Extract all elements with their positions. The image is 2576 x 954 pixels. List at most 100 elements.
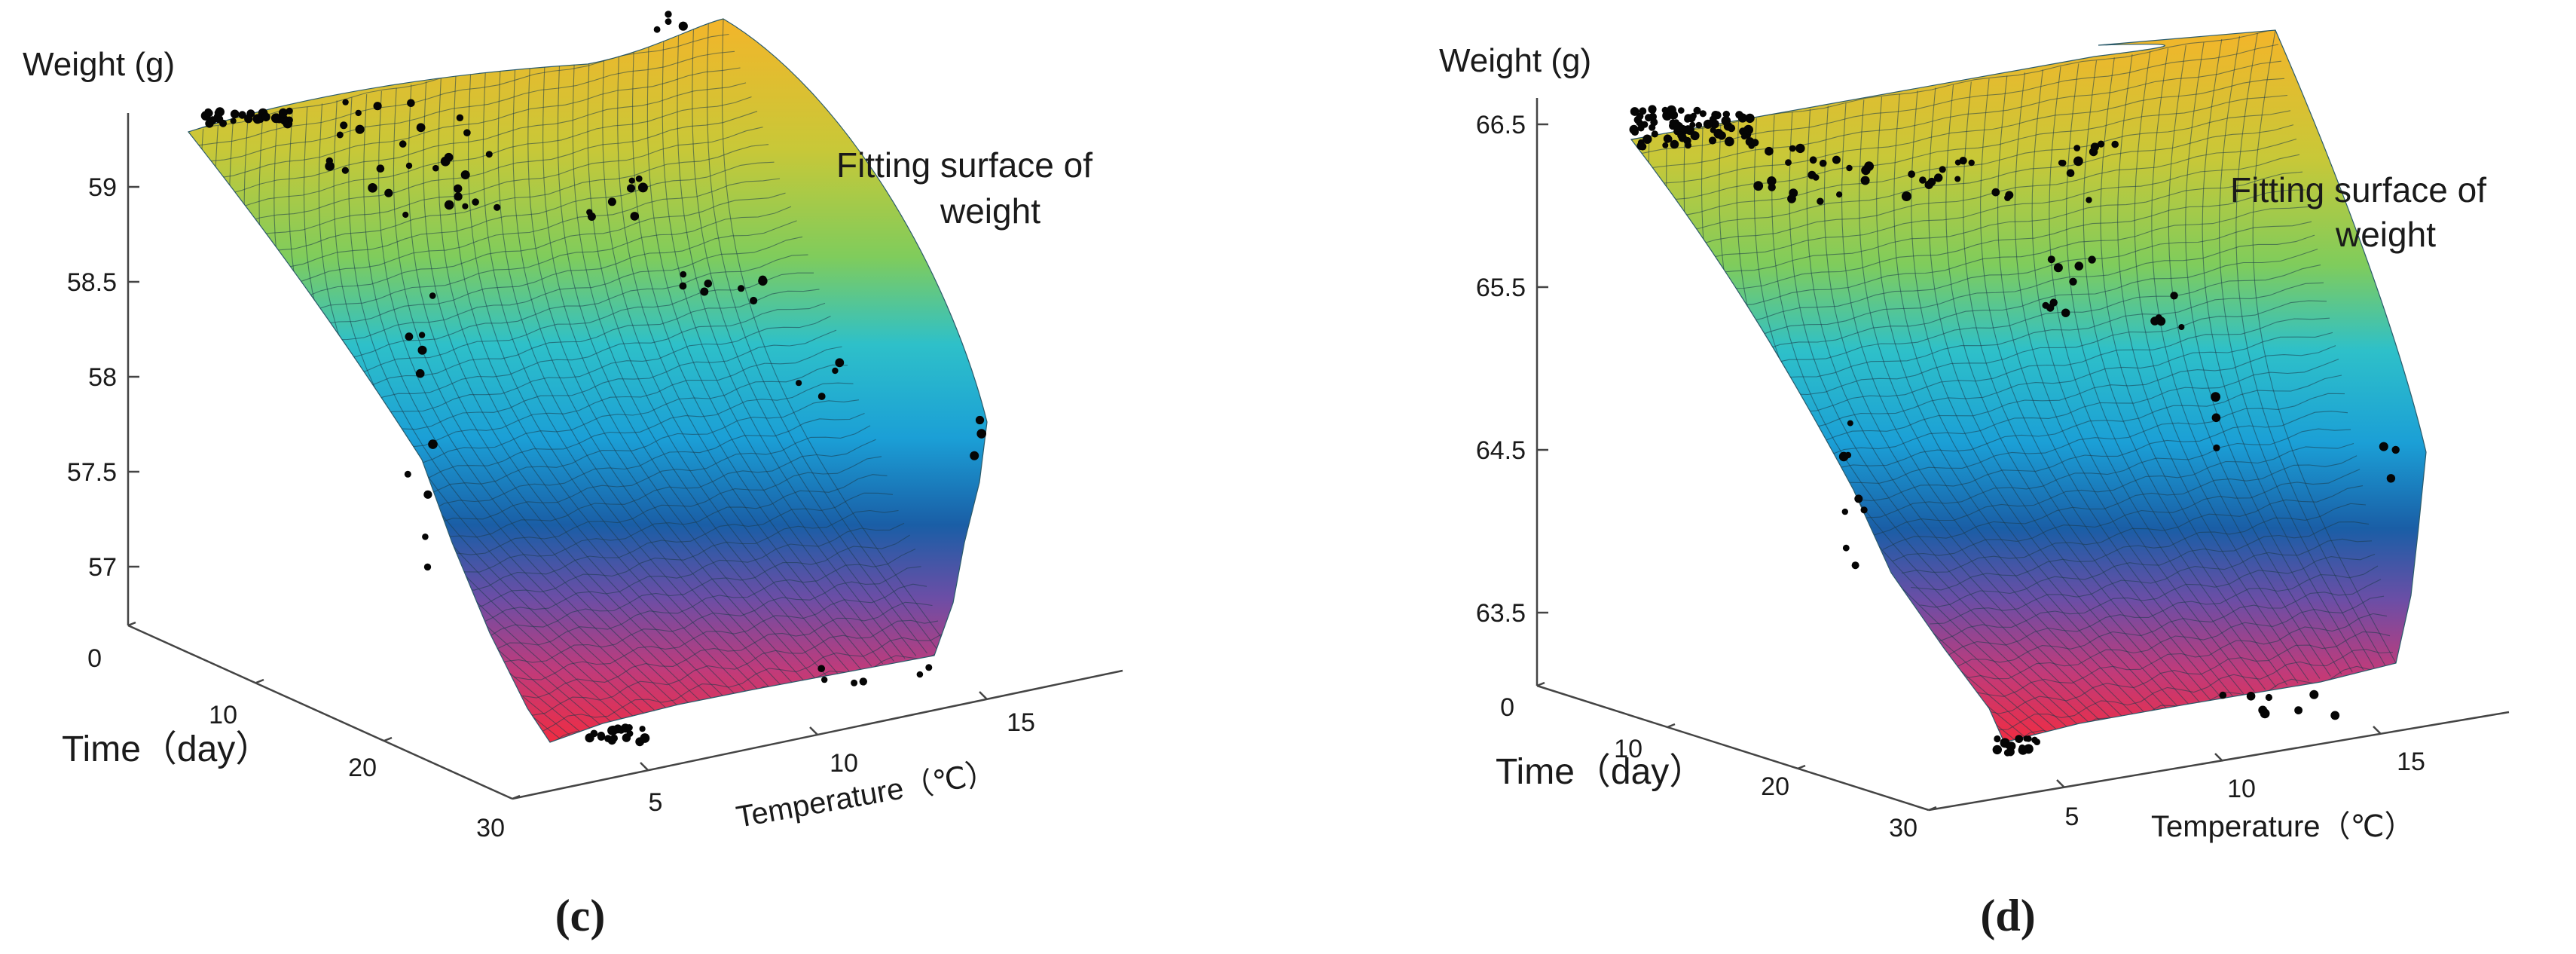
- y-tick-mark: [255, 678, 264, 684]
- data-point: [1860, 506, 1868, 514]
- y-tick-mark: [512, 794, 521, 800]
- data-point: [2053, 263, 2063, 273]
- mesh-row: [1901, 485, 2364, 574]
- y-tick-label: 20: [348, 754, 377, 782]
- mesh-col: [1876, 96, 2157, 712]
- data-point: [678, 21, 688, 31]
- data-point: [617, 726, 625, 734]
- y-tick-label: 0: [1500, 693, 1514, 722]
- data-point: [1836, 191, 1843, 198]
- data-point: [2211, 413, 2221, 423]
- y-tick-label: 0: [87, 644, 102, 673]
- mesh-row: [1854, 411, 2348, 502]
- data-point: [368, 183, 377, 193]
- data-point: [1678, 107, 1685, 114]
- annotation-line2: weight: [940, 191, 1040, 231]
- data-point: [423, 490, 432, 499]
- data-point: [1630, 107, 1639, 116]
- data-point: [456, 114, 464, 121]
- data-point: [625, 724, 633, 732]
- z-tick-label: 64.5: [1476, 436, 1526, 465]
- panel-label-d: (d): [1980, 891, 2035, 940]
- mesh-col: [587, 47, 850, 672]
- mesh-row: [1659, 78, 2285, 184]
- data-point: [440, 156, 451, 167]
- mesh-row: [432, 439, 876, 544]
- mesh-row: [1771, 264, 2321, 364]
- z-ticks-c: [128, 185, 139, 568]
- y-tick-label: 30: [476, 814, 505, 842]
- data-point: [916, 671, 924, 678]
- data-point: [2213, 444, 2220, 452]
- y-tick-label: 10: [209, 701, 237, 729]
- data-point: [1753, 181, 1764, 191]
- data-point: [2069, 277, 2077, 286]
- data-point: [1721, 116, 1731, 126]
- mesh-col: [1789, 112, 2103, 723]
- data-point: [1745, 113, 1755, 124]
- mesh-row: [296, 206, 792, 318]
- mesh-row: [1789, 300, 2327, 396]
- data-point: [1661, 106, 1669, 114]
- mesh-col: [1963, 81, 2211, 701]
- data-point: [1991, 188, 2000, 197]
- x-tick-mark: [979, 691, 988, 700]
- z-tick-label: 66.5: [1476, 111, 1526, 139]
- data-point: [1844, 451, 1852, 459]
- data-point: [444, 200, 454, 210]
- data-point: [230, 118, 237, 124]
- data-point: [1703, 119, 1713, 129]
- data-point: [1994, 735, 2001, 743]
- x-ticks-c: [640, 691, 988, 771]
- mesh-row: [1845, 393, 2345, 484]
- mesh-col: [1771, 115, 2092, 726]
- mesh-row: [531, 619, 939, 716]
- data-point: [665, 18, 672, 25]
- mesh-col: [1823, 105, 2125, 719]
- z-axis-title: Weight (g): [23, 46, 175, 83]
- mesh-col: [497, 66, 784, 688]
- data-point: [2018, 745, 2028, 755]
- data-point: [2309, 690, 2319, 699]
- mesh-row: [1929, 538, 2373, 625]
- data-point: [628, 177, 635, 184]
- x-tick-mark: [640, 762, 649, 771]
- annotation-line2: weight: [2335, 215, 2436, 254]
- panel-label-c: (c): [555, 891, 606, 940]
- data-point: [976, 429, 986, 439]
- data-point: [341, 167, 349, 174]
- mesh-col: [1841, 102, 2135, 717]
- mesh-col: [378, 90, 695, 709]
- mesh-row: [1817, 345, 2336, 445]
- data-point: [2066, 169, 2075, 177]
- data-point: [261, 112, 270, 122]
- data-point: [680, 271, 687, 278]
- mesh-col: [2049, 66, 2266, 690]
- mesh-row: [1734, 206, 2309, 307]
- x-tick-mark: [2373, 726, 2382, 735]
- data-point: [355, 109, 362, 117]
- data-point: [1670, 139, 1679, 149]
- mesh-row: [468, 509, 899, 609]
- data-point: [286, 107, 293, 115]
- data-point: [2391, 445, 2400, 454]
- mesh-row: [414, 412, 865, 518]
- mesh-col: [482, 69, 772, 690]
- data-point: [1710, 127, 1716, 133]
- data-point: [590, 729, 598, 738]
- mesh-col: [1806, 109, 2113, 721]
- data-point: [1819, 159, 1827, 167]
- mesh-row: [1743, 221, 2312, 323]
- data-point: [384, 188, 393, 197]
- x-tick-label: 15: [1007, 708, 1035, 737]
- mesh-row: [1966, 595, 2385, 680]
- mesh-col: [2066, 63, 2277, 688]
- mesh-row: [495, 549, 916, 650]
- mesh-col: [438, 78, 739, 699]
- y-tick-mark: [1667, 723, 1676, 729]
- mesh-row: [1677, 110, 2291, 217]
- annotation-line1: Fitting surface of: [2230, 170, 2486, 209]
- data-point: [1832, 155, 1841, 164]
- x-tick-label: 10: [2227, 775, 2256, 803]
- data-point: [1861, 165, 1871, 176]
